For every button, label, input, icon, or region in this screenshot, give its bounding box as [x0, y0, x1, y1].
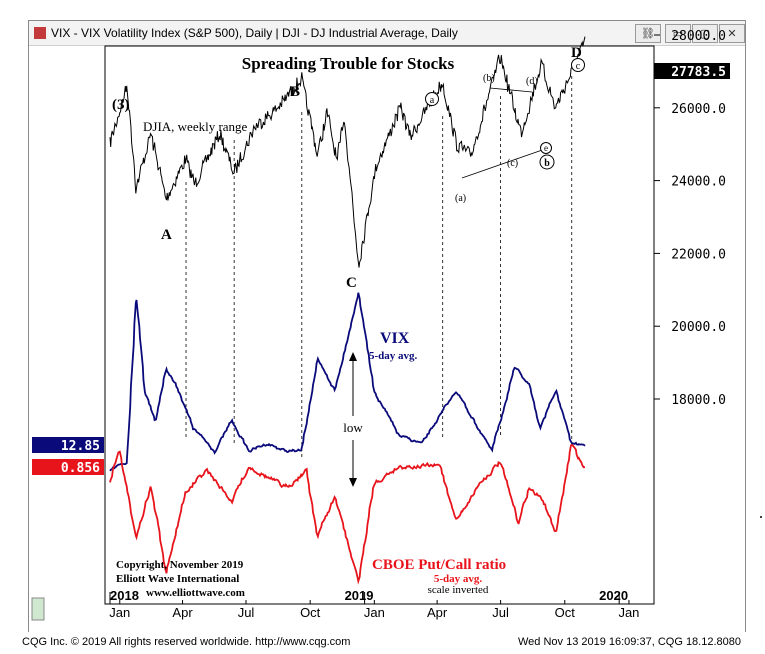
dashed-guides: [185, 76, 573, 458]
series-putcall-line: [109, 443, 585, 585]
wave-c-label: C: [346, 275, 357, 291]
wave-3-label: (3): [112, 97, 130, 113]
status-timestamp: Wed Nov 13 2019 16:09:37, CQG 18.12.8080: [517, 636, 741, 648]
restore-button[interactable]: ▢: [692, 24, 718, 43]
title-bar: VIX - VIX Volatility Index (S&P 500), Da…: [29, 21, 745, 46]
x-tick-label: Jul: [238, 605, 255, 620]
sub-e1-label: e: [544, 143, 548, 153]
putcall-last-value: 0.856: [61, 461, 100, 476]
vix-value-badge: [32, 437, 104, 453]
y-tick-label: 18000.0: [671, 393, 726, 408]
status-bar: CQG Inc. © 2019 All rights reserved worl…: [0, 632, 765, 654]
putcall-value-badge: [32, 459, 104, 475]
low-label: low: [343, 420, 363, 435]
wave-d-label: D: [571, 45, 582, 61]
djia-last-value: 27783.5: [671, 65, 726, 80]
scroll-handle[interactable]: [31, 597, 45, 621]
sub-c2-label: c: [576, 61, 581, 72]
copyright-line-1: Copyright, November 2019: [116, 559, 244, 571]
circle-c-marker: [571, 58, 585, 72]
trendline-lower: [461, 147, 549, 179]
x-tick-label: Jan: [109, 605, 130, 620]
edge-dot: [760, 516, 762, 518]
year-label: 2020: [599, 588, 628, 603]
copyright-line-2: Elliott Wave International: [116, 573, 239, 585]
sub-a1-label: a: [430, 95, 435, 106]
x-tick-label: Jul: [492, 605, 509, 620]
x-tick-label: Apr: [172, 605, 193, 620]
y-tick-label: 24000.0: [671, 175, 726, 190]
putcall-sub-label: 5-day avg.: [434, 573, 483, 585]
low-arrow-down-head: [349, 478, 357, 487]
close-button[interactable]: ✕: [719, 24, 745, 43]
y-tick-label: 28000.0: [671, 29, 726, 44]
djia-label: DJIA, weekly range: [143, 119, 248, 134]
minimize-button[interactable]: ▭: [665, 24, 691, 43]
putcall-label: CBOE Put/Call ratio: [372, 557, 506, 573]
y-tick-label: 22000.0: [671, 247, 726, 262]
y-tick-label: 20000.0: [671, 320, 726, 335]
sub-d1-label: (d): [526, 76, 538, 87]
window-title: VIX - VIX Volatility Index (S&P 500), Da…: [51, 26, 458, 40]
sub-a2-label: (a): [455, 193, 466, 204]
circle-a-marker: [425, 92, 439, 106]
chart-window: VIX - VIX Volatility Index (S&P 500), Da…: [28, 20, 746, 634]
chart-title: Spreading Trouble for Stocks: [242, 54, 455, 73]
vix-sub-label: 5-day avg.: [369, 350, 418, 362]
copyright-line-3: www.elliottwave.com: [146, 587, 245, 599]
sub-c1-label: (c): [507, 158, 518, 169]
vix-last-value: 12.85: [61, 439, 100, 454]
trendline-upper: [489, 87, 533, 93]
wave-a-label: A: [161, 227, 172, 243]
sub-b2-label: b: [544, 158, 550, 169]
status-copyright: CQG Inc. © 2019 All rights reserved worl…: [22, 636, 351, 648]
putcall-sub2-label: scale inverted: [428, 584, 489, 596]
circle-b-marker: [539, 154, 555, 170]
low-arrow-up-head: [349, 352, 357, 361]
y-axis: 28000.0 26000.0 24000.0 22000.0 20000.0 18000…: [654, 29, 726, 408]
chart: 28000.0 26000.0 24000.0 22000.0 20000.0 18000…: [31, 29, 762, 621]
app-icon: [34, 27, 46, 39]
x-tick-label: Apr: [427, 605, 448, 620]
sub-b1-label: (b): [483, 73, 495, 84]
vix-label: VIX: [380, 330, 410, 347]
x-tick-label: Oct: [300, 605, 321, 620]
link-icon[interactable]: ⛓: [635, 24, 661, 43]
x-axis: Jan Apr Jul Oct Jan Apr Jul Oct Jan 2018 2019 2020: [109, 588, 639, 620]
y-tick-label: 26000.0: [671, 102, 726, 117]
year-label: 2019: [345, 588, 374, 603]
x-tick-label: Oct: [555, 605, 576, 620]
x-tick-label: Jan: [364, 605, 385, 620]
series-vix-line: [109, 292, 586, 472]
djia-value-badge: [654, 63, 730, 79]
year-label: 2018: [110, 588, 139, 603]
wave-b-label: B: [290, 84, 300, 100]
x-tick-label: Jan: [618, 605, 639, 620]
series-djia-line: [109, 36, 586, 268]
circle-e-marker: [540, 142, 552, 154]
